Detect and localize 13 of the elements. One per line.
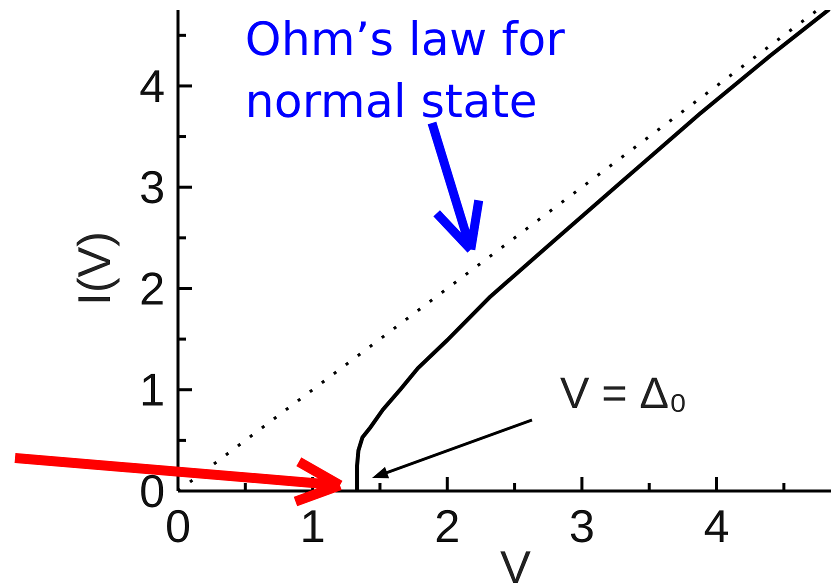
x-axis-title: V xyxy=(500,541,532,587)
x-tick-label: 4 xyxy=(704,500,730,552)
x-tick-label: 1 xyxy=(300,500,326,552)
annotation: Ohm’s law for normal state xyxy=(245,12,565,128)
y-tick-label: 2 xyxy=(139,262,165,314)
y-tick-label: 4 xyxy=(139,60,165,112)
y-axis-title: I(V) xyxy=(68,231,120,306)
x-tick-label: 3 xyxy=(569,500,595,552)
annotation: V = Δ₀ xyxy=(560,369,688,418)
y-tick-label: 3 xyxy=(139,161,165,214)
y-tick-label: 0 xyxy=(139,465,165,517)
x-tick-label: 2 xyxy=(434,500,460,552)
y-tick-label: 1 xyxy=(139,364,165,416)
